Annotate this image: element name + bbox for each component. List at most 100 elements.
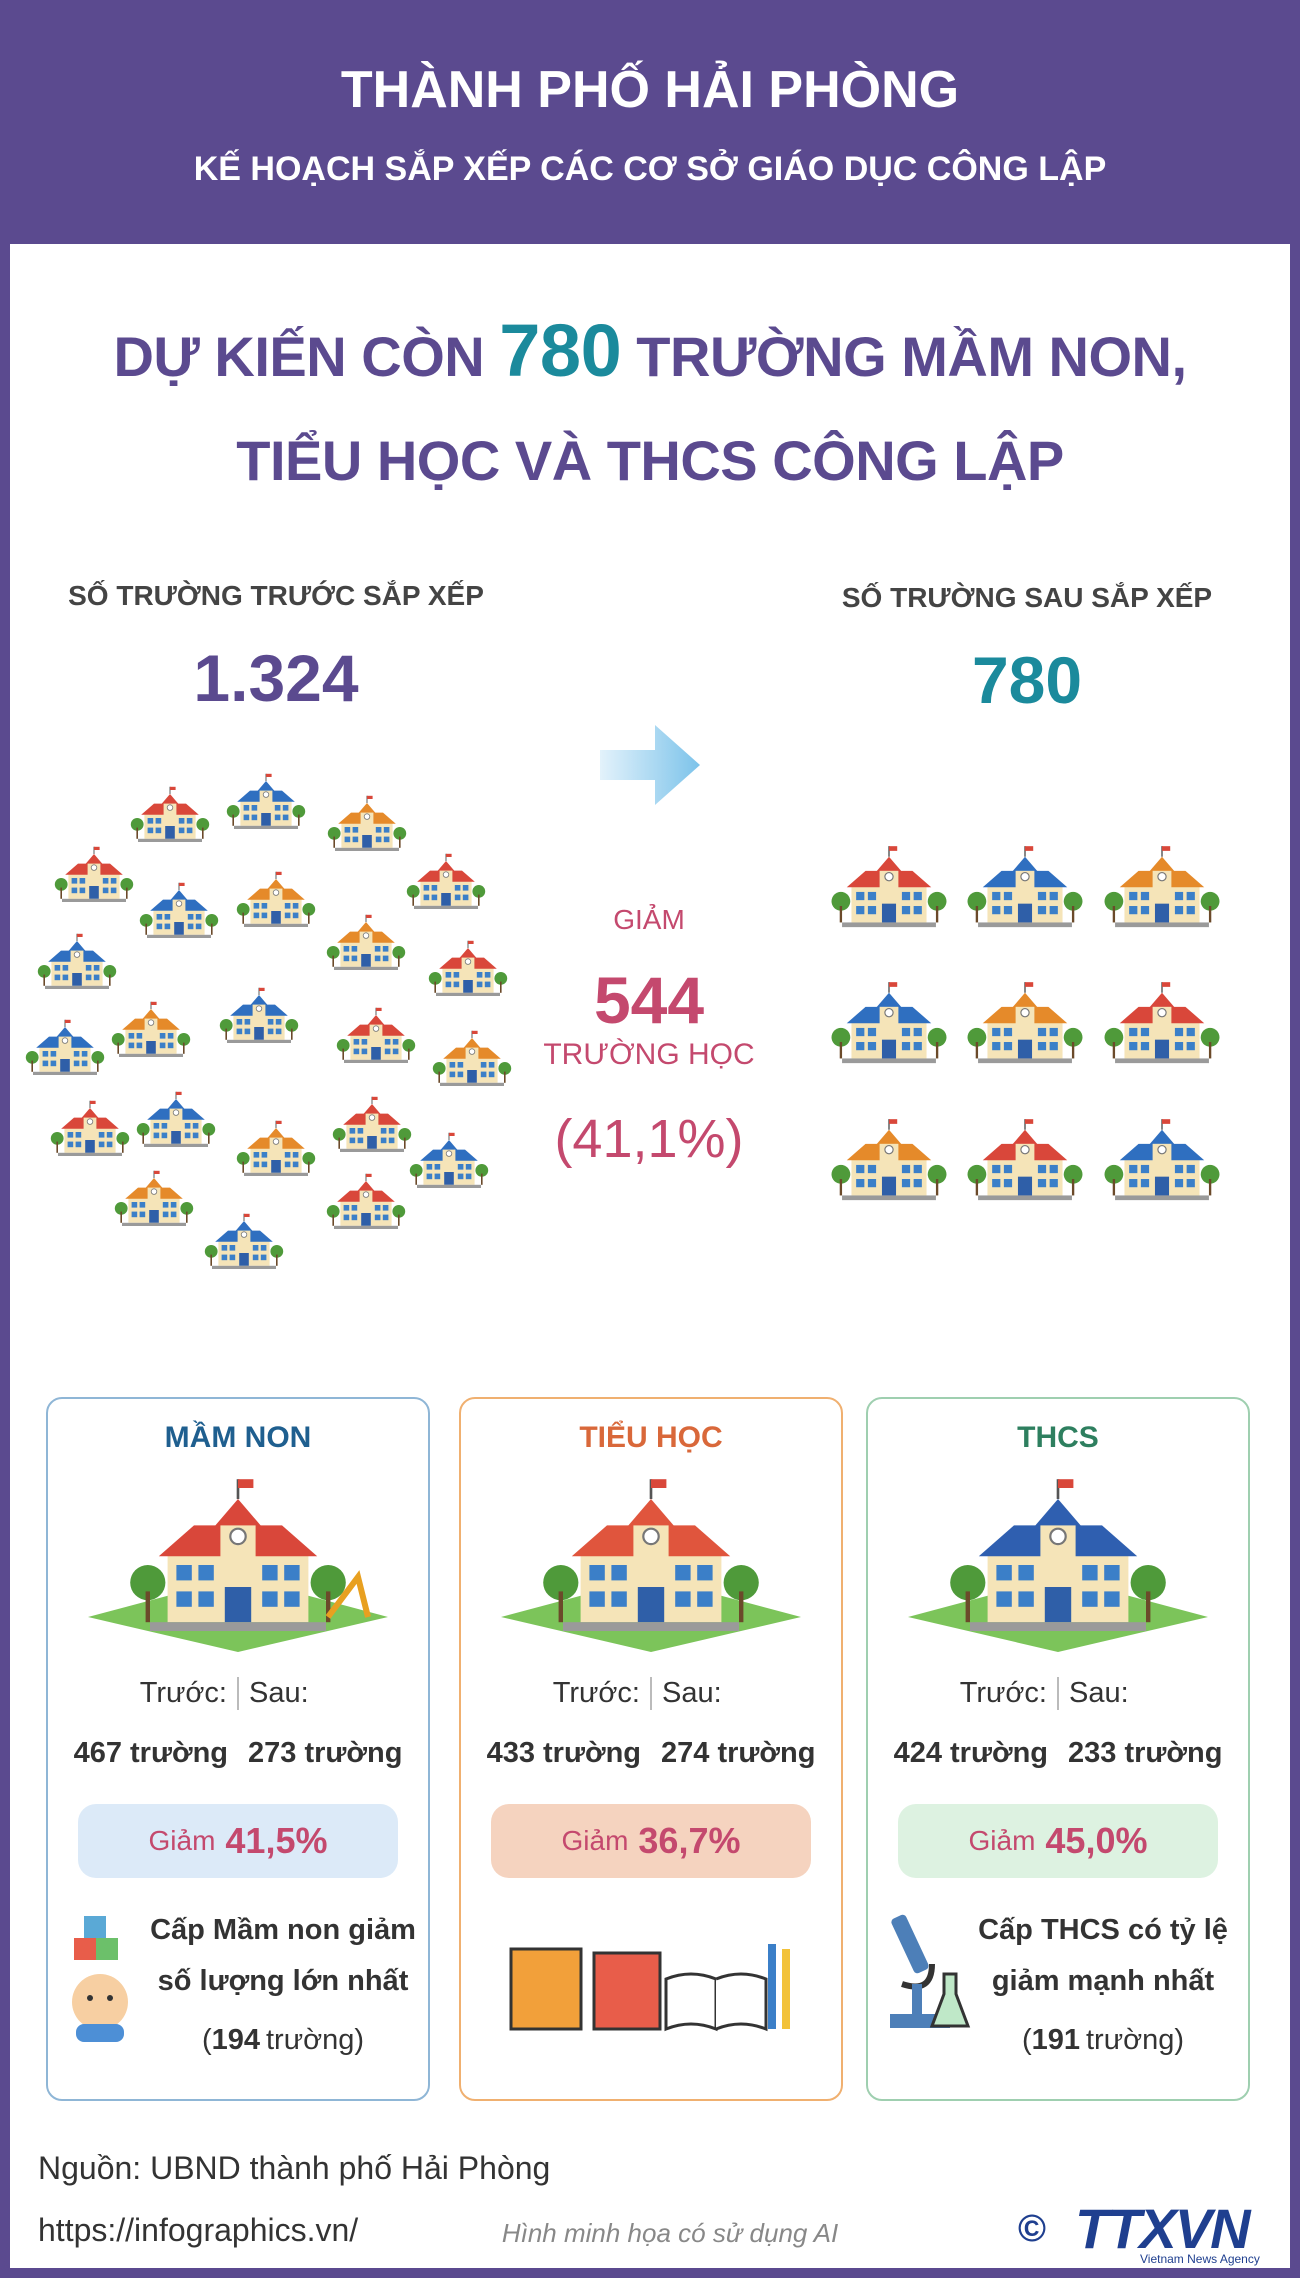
school-icon [37,933,117,990]
school-icon [432,1030,512,1087]
before-label: Trước: [48,1677,239,1710]
school-icon [428,940,508,997]
note-close: trường) [1086,2024,1185,2056]
headline-line1: DỰ KIẾN CÒN 780 TRƯỜNG MẦM NON, [0,308,1300,393]
school-icon [406,853,486,910]
school-icon [336,1007,416,1064]
labels-row: Trước: Sau: [868,1677,1248,1710]
values-row: 433 trường 274 trường [461,1737,841,1770]
before-value: 433 trường [486,1737,641,1769]
before-value: 1.324 [193,641,359,715]
values-row: 467 trường 273 trường [48,1737,428,1770]
baby-icon [72,1916,128,2042]
school-icon [25,1019,106,1076]
source: Nguồn: UBND thành phố Hải Phòng [38,2150,551,2186]
after-label: Sau: [662,1677,722,1709]
school-icon [218,987,299,1044]
values-row: 424 trường 233 trường [868,1737,1248,1770]
headline-text: DỰ KIẾN CÒN [113,325,485,388]
headline-text: TRƯỜNG MẦM NON, [636,325,1187,388]
school-icon [409,1132,489,1189]
school-icon [332,1096,412,1153]
school-icon [136,1091,216,1148]
after-value: 273 trường [248,1737,403,1769]
school-icon [226,773,306,830]
logo-name: TTXVN [1075,2197,1251,2260]
note-line: Cấp Mầm non giảm [150,1914,416,1946]
note-open: ( [1021,2024,1032,2056]
card-title: TIỂU HỌC [579,1421,723,1454]
disclaimer: Hình minh họa có sử dụng AI [501,2218,839,2248]
after-value: 780 [971,643,1083,717]
after-value: 233 trường [1068,1737,1223,1769]
school-icon [130,786,210,843]
note-open: ( [201,2024,212,2056]
card-title: MẦM NON [164,1421,312,1454]
card-title: THCS [1017,1421,1099,1454]
arrow [600,725,700,805]
reduction-percent: (41,1%) [554,1109,744,1169]
url[interactable]: https://infographics.vn/ [38,2212,359,2248]
note-line: Cấp THCS có tỷ lệ [978,1914,1228,1946]
school-icon [54,846,135,903]
reduction-label: GIẢM [613,904,685,935]
card-illustration [501,1477,801,1652]
after-label: Sau: [1069,1677,1129,1709]
card-mam-non: MẦM NON Trước: Sau: 467 trường 273 trường … [46,1397,430,2101]
headline-line2: TIỂU HỌC VÀ THCS CÔNG LẬP [236,429,1064,492]
school-icon [236,870,316,928]
note-line: số lượng lớn nhất [157,1965,409,1997]
headline-number: 780 [499,309,622,392]
note-number: 194 [211,2024,260,2056]
logo-tagline: Vietnam News Agency [1140,2252,1260,2266]
pill-value: 36,7% [638,1820,741,1861]
before-label: SỐ TRƯỜNG TRƯỚC SẮP XẾP [68,580,484,611]
after-value: 274 trường [661,1737,816,1769]
school-icon [111,1001,191,1058]
school-icon [830,1118,948,1201]
books-icon [509,1944,790,2032]
note-count: (194 trường) [138,2024,428,2057]
before-label: Trước: [461,1677,652,1710]
header-title: THÀNH PHỐ HẢI PHÒNG [340,61,960,119]
header-subtitle: KẾ HOẠCH SẮP XẾP CÁC CƠ SỞ GIÁO DỤC CÔNG… [193,150,1107,188]
reduction-value: 544 [593,963,705,1037]
reduction-pill: Giảm 36,7% [491,1804,811,1878]
pill-label: Giảm [561,1825,629,1856]
card-illustration [88,1477,388,1652]
school-icon [326,914,406,971]
school-icon [50,1100,130,1157]
school-icon [966,981,1084,1064]
school-icon [1103,845,1221,928]
school-icon [326,1172,406,1230]
note-count: (191 trường) [958,2024,1248,2057]
school-icon [830,845,948,928]
after-label: Sau: [249,1677,309,1709]
school-icon [966,845,1084,928]
school-icon [204,1213,284,1270]
school-icon [1103,1118,1221,1201]
note-close: trường) [266,2024,365,2056]
reduction-pill: Giảm 41,5% [78,1804,398,1878]
note-line: giảm mạnh nhất [991,1965,1215,1997]
pill-label: Giảm [968,1825,1036,1856]
school-icon [327,795,408,852]
after-label: SỐ TRƯỜNG SAU SẮP XẾP [841,582,1213,613]
school-icon [236,1120,316,1177]
before-label: Trước: [868,1677,1059,1710]
before-value: 424 trường [893,1737,1048,1769]
school-icon [1103,981,1221,1064]
card-illustration [908,1477,1208,1652]
school-icon [114,1170,194,1227]
school-icon [830,981,948,1064]
card-tieu-hoc: TIỂU HỌC Trước: Sau: 433 trường 274 trường… [459,1397,843,2101]
pill-label: Giảm [148,1825,216,1856]
reduction-pill: Giảm 45,0% [898,1804,1218,1878]
labels-row: Trước: Sau: [461,1677,841,1710]
reduction-unit: TRƯỜNG HỌC [543,1038,755,1071]
logo-symbol: © [1018,2208,1046,2250]
school-icon [966,1118,1084,1201]
note-number: 191 [1031,2024,1080,2056]
pill-value: 41,5% [225,1820,328,1861]
